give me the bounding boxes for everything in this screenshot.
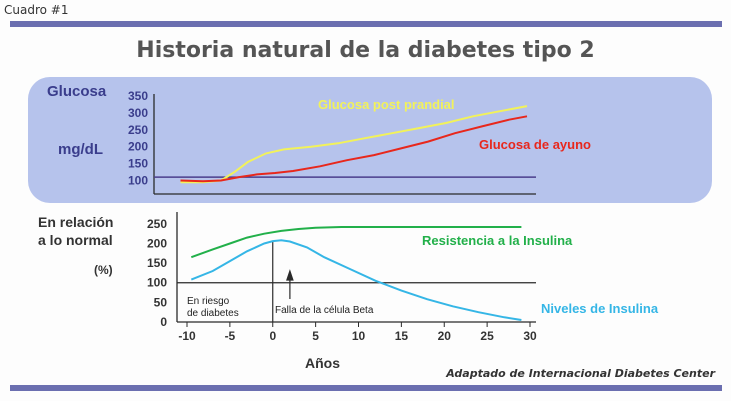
beta-cell-label: Falla de la célula Beta — [275, 305, 374, 316]
insulin-y-tick-label: 250 — [147, 217, 167, 231]
risk-label-line2: de diabetes — [187, 308, 239, 319]
glucose-chart: Glucosa mg/dL 350 300 250 200 150 100 Glucosa… — [47, 83, 591, 195]
glucose-y-unit: mg/dL — [58, 141, 103, 158]
legend-resistencia-insulina: Resistencia a la Insulina — [422, 233, 573, 248]
risk-label-line1: En riesgo — [187, 296, 230, 307]
insulin-chart: En relación a lo normal (%) 250200150100… — [38, 212, 659, 371]
insulin-x-tick-label: 25 — [480, 329, 494, 343]
legend-glucosa-de-ayuno: Glucosa de ayuno — [479, 137, 591, 152]
glucose-y-tick-label: 350 — [128, 89, 148, 103]
glucose-y-ticks: 350 300 250 200 150 100 — [128, 89, 148, 188]
figure-label: Cuadro #1 — [4, 3, 69, 17]
insulin-x-tick-label: 20 — [438, 329, 452, 343]
insulin-x-tick-label: 30 — [523, 329, 537, 343]
figure-title: Historia natural de la diabetes tipo 2 — [136, 38, 595, 63]
top-rule — [10, 21, 722, 27]
insulin-x-tick-label: 10 — [352, 329, 366, 343]
insulin-y-tick-label: 100 — [147, 276, 167, 290]
insulin-y-tick-label: 0 — [160, 315, 167, 329]
insulin-y-tick-label: 50 — [154, 295, 168, 309]
insulin-y-title-line2: a lo normal — [38, 232, 113, 248]
source-credit: Adaptado de Internacional Diabetes Cente… — [446, 367, 715, 380]
insulin-x-tick-label: -10 — [178, 329, 196, 343]
insulin-y-ticks: 250 200 150 100 50 0 — [147, 217, 167, 329]
series-line-glucosa-de-ayuno — [180, 115, 528, 183]
insulin-x-tick-label: 0 — [269, 329, 276, 343]
legend-glucosa-post-prandial: Glucosa post prandial — [318, 97, 455, 112]
bottom-rule — [10, 385, 722, 391]
glucose-y-tick-label: 200 — [128, 140, 148, 154]
insulin-x-ticks: -10 -5 0 5 10 15 20 25 30 — [178, 322, 537, 343]
insulin-y-unit: (%) — [94, 263, 113, 277]
series-line-resistencia-insulina — [190, 226, 522, 259]
insulin-x-tick-label: 15 — [395, 329, 409, 343]
insulin-y-tick-label: 150 — [147, 256, 167, 270]
insulin-y-tick-label: 200 — [147, 237, 167, 251]
beta-cell-arrow — [286, 269, 294, 299]
insulin-y-title-line1: En relación — [38, 214, 113, 230]
glucose-y-tick-label: 250 — [128, 123, 148, 137]
series-line-glucosa-post-prandial — [180, 105, 528, 184]
insulin-x-tick-label: -5 — [225, 329, 236, 343]
glucose-panel-background — [28, 77, 712, 203]
glucose-y-title: Glucosa — [47, 83, 107, 100]
insulin-x-tick-label: 5 — [312, 329, 319, 343]
glucose-y-tick-label: 300 — [128, 106, 148, 120]
series-line-niveles-insulina — [190, 239, 522, 321]
glucose-y-tick-label: 100 — [128, 174, 148, 188]
x-axis-title: Años — [305, 355, 340, 371]
glucose-y-tick-label: 150 — [128, 157, 148, 171]
legend-niveles-insulina: Niveles de Insulina — [541, 301, 659, 316]
